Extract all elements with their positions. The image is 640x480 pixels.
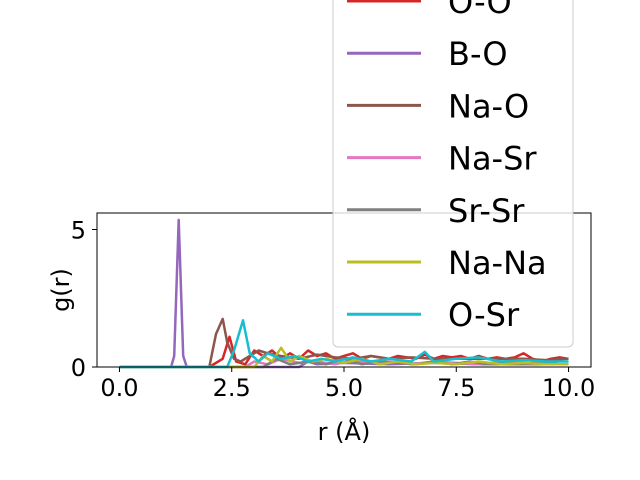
legend: O-O B-O Na-O Na-Sr Sr-Sr Na-Na O-Sr	[332, 0, 574, 348]
y-tick-label: 0	[71, 354, 86, 382]
series-line-o-sr	[119, 319, 569, 369]
y-axis-ticks: 05	[71, 217, 97, 382]
x-tick-label: 7.5	[437, 374, 475, 402]
legend-label-na-sr: Na-Sr	[448, 140, 537, 178]
legend-frame	[332, 0, 574, 348]
legend-label-na-o: Na-O	[448, 87, 529, 125]
x-axis-ticks: 0.0 2.5 5.0 7.5 10.0	[100, 367, 595, 402]
x-tick-label: 5.0	[325, 374, 363, 402]
x-tick-label: 0.0	[100, 374, 138, 402]
legend-label-sr-sr: Sr-Sr	[448, 192, 525, 230]
legend-label-o-sr: O-Sr	[448, 296, 520, 334]
x-axis-label: r (Å)	[318, 417, 371, 446]
legend-label-b-o: B-O	[448, 35, 508, 73]
x-tick-label: 2.5	[213, 374, 251, 402]
legend-label-o-o: O-O	[448, 0, 512, 21]
legend-label-na-na: Na-Na	[448, 244, 547, 282]
series-line-na-o	[119, 317, 569, 369]
x-tick-label: 10.0	[542, 374, 595, 402]
series-layer	[119, 218, 569, 369]
y-tick-label: 5	[71, 217, 86, 245]
y-axis-label: g(r)	[47, 268, 75, 312]
